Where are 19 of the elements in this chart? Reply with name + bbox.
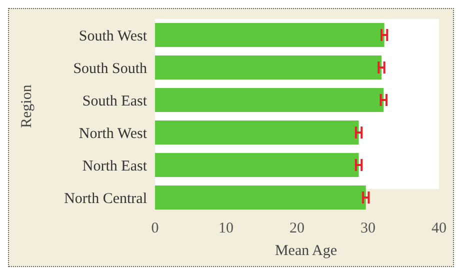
bar bbox=[155, 56, 382, 80]
x-tick-label: 30 bbox=[360, 220, 376, 237]
bar bbox=[155, 153, 359, 177]
bar bbox=[155, 120, 359, 144]
y-tick-label: North West bbox=[78, 126, 148, 142]
x-tick-label: 10 bbox=[218, 220, 234, 237]
x-tick-label: 0 bbox=[151, 220, 159, 237]
x-tick-label: 20 bbox=[290, 220, 304, 237]
y-tick-label: North Central bbox=[64, 191, 147, 208]
y-tick-label: South South bbox=[73, 61, 148, 78]
bar bbox=[155, 23, 384, 47]
bar bbox=[155, 186, 366, 210]
y-tick-label: North East bbox=[82, 158, 148, 175]
y-tick-label: South West bbox=[78, 28, 148, 45]
y-tick-label: South East bbox=[82, 94, 148, 110]
y-axis-title: Region bbox=[19, 84, 35, 128]
x-axis-title: Mean Age bbox=[274, 243, 338, 260]
bar bbox=[155, 88, 384, 112]
x-tick-label: 40 bbox=[432, 220, 446, 237]
